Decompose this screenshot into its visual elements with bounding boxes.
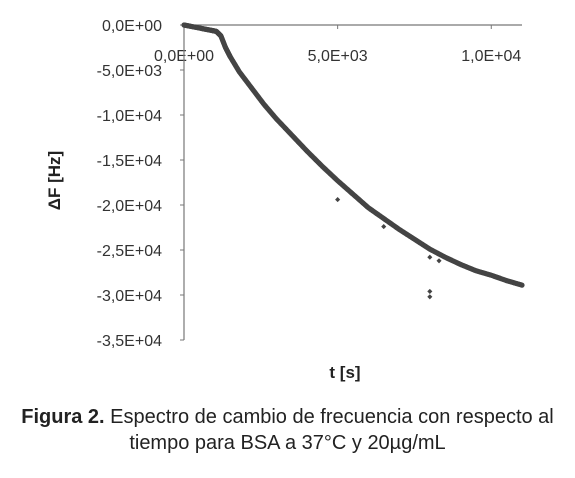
outlier-point <box>427 288 433 294</box>
data-point <box>519 282 525 288</box>
outlier-point <box>427 294 433 300</box>
y-tick-label: -5,0E+03 <box>97 63 162 80</box>
caption-label: Figura 2. <box>21 406 105 428</box>
figure-caption: Figura 2. Espectro de cambio de frecuenc… <box>0 404 575 456</box>
x-tick-label: 1,0E+04 <box>461 48 521 65</box>
y-tick-label: -2,5E+04 <box>97 243 162 260</box>
caption-text: Espectro de cambio de frecuencia con res… <box>110 406 554 454</box>
x-axis-title: t [s] <box>329 363 360 382</box>
outlier-point <box>436 258 442 264</box>
y-axis-title: ΔF [Hz] <box>45 151 64 210</box>
chart: 0,0E+00 5,0E+03 1,0E+04 0,0E+00 -5,0E+03 -1,… <box>45 18 525 382</box>
y-tick-label: -2,0E+04 <box>97 198 162 215</box>
y-tick-label: -1,5E+04 <box>97 153 162 170</box>
outlier-point <box>427 254 433 260</box>
x-tick-label: 5,0E+03 <box>308 48 368 65</box>
y-tick-label: -1,0E+04 <box>97 108 162 125</box>
y-tick-label: -3,0E+04 <box>97 288 162 305</box>
outlier-point <box>381 224 387 230</box>
data-points <box>181 22 525 300</box>
x-tick-labels: 0,0E+00 5,0E+03 1,0E+04 <box>154 25 521 65</box>
outlier-point <box>335 197 341 203</box>
y-tick-labels: 0,0E+00 -5,0E+03 -1,0E+04 -1,5E+04 -2,0E+04 -… <box>97 18 184 350</box>
y-tick-label: 0,0E+00 <box>102 18 162 35</box>
y-tick-label: -3,5E+04 <box>97 333 162 350</box>
